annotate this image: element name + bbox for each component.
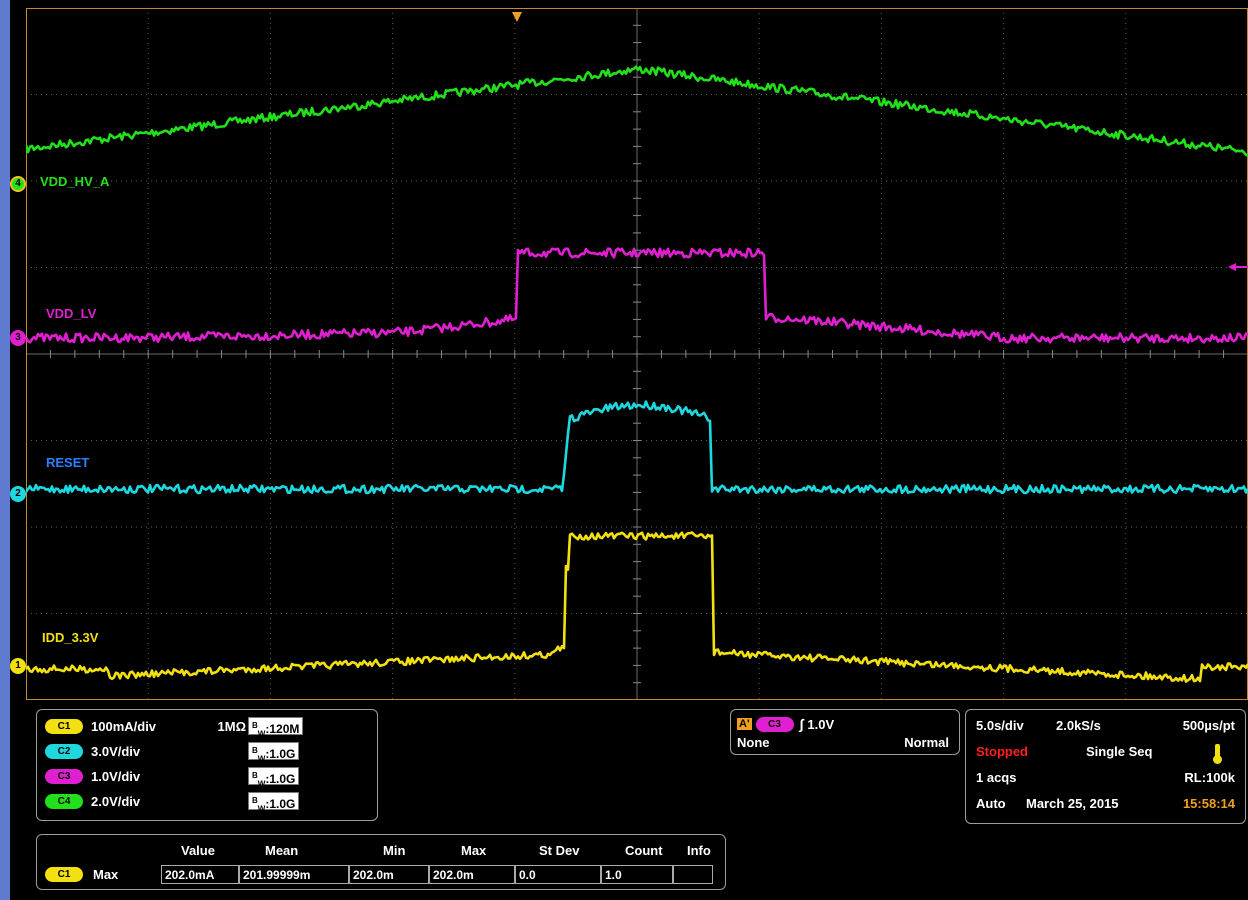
bandwidth-c3: BW:1.0G [248, 767, 300, 788]
scale-c4: 2.0V/div [91, 793, 141, 809]
trace-vdd-hv-a [26, 65, 1248, 157]
trigger-panel[interactable]: A' C3 ∫ 1.0V None Normal [730, 709, 960, 755]
record-length: RL:100k [1184, 770, 1235, 785]
date: March 25, 2015 [1026, 796, 1119, 811]
trigger-source-chip: C3 [755, 716, 794, 732]
measurement-cell-value: 202.0mA [161, 865, 239, 884]
measurement-cell-max: 202.0m [429, 865, 515, 884]
sample-rate: 2.0kS/s [1056, 718, 1101, 733]
channel-2-number: 2 [10, 486, 26, 502]
channel-4-number: 4 [10, 176, 26, 192]
measurement-header-count: Count [625, 843, 663, 858]
vertical-settings-panel[interactable]: C1 100mA/div 1MΩ BW:120M C2 3.0V/div BW:… [36, 709, 378, 821]
chip-c3: C3 [45, 768, 83, 784]
time-resolution: 500µs/pt [1182, 718, 1235, 733]
measurement-cell-info [673, 865, 713, 884]
acquisition-panel[interactable]: 5.0s/div 2.0kS/s 500µs/pt Stopped Single… [965, 709, 1246, 824]
measurements-panel[interactable]: Value Mean Min Max St Dev Count Info C1 Max 20… [36, 834, 726, 890]
label-vdd-hv-a: VDD_HV_A [40, 174, 110, 189]
measurement-header-min: Min [383, 843, 406, 858]
acquisition-mode: Single Seq [1086, 744, 1153, 759]
measurements-header: Value Mean Min Max St Dev Count Info [37, 843, 727, 861]
chip-c1: C1 [45, 718, 83, 734]
label-idd-3v3: IDD_3.3V [42, 630, 99, 645]
vertical-row-c1[interactable]: C1 100mA/div 1MΩ BW:120M [45, 716, 304, 738]
vertical-row-c4[interactable]: C4 2.0V/div BW:1.0G [45, 791, 300, 813]
channel-3-number: 3 [10, 330, 26, 346]
channel-3-marker[interactable]: 3 [10, 330, 26, 346]
bandwidth-c1: BW:120M [248, 717, 304, 738]
trigger-slope-icon: ∫ [799, 716, 804, 732]
channel-1-number: 1 [10, 658, 26, 674]
bandwidth-c2: BW:1.0G [248, 742, 300, 763]
trace-idd-3v3 [26, 531, 1248, 683]
measurement-cell-mean: 201.99999m [239, 865, 349, 884]
measurement-header-value: Value [181, 843, 215, 858]
impedance-c1: 1MΩ [217, 718, 246, 734]
channel-4-marker[interactable]: 4 [10, 176, 26, 192]
trigger-mode: Normal [904, 735, 949, 750]
trace-vdd-lv [26, 247, 1248, 344]
vertical-row-c2[interactable]: C2 3.0V/div BW:1.0G [45, 741, 300, 763]
measurement-header-st-dev: St Dev [539, 843, 580, 858]
chip-c4: C4 [45, 793, 83, 809]
thermometer-bulb-icon [1213, 755, 1222, 764]
measurement-cell-count: 1.0 [601, 865, 673, 884]
trigger-coupling: None [737, 735, 770, 750]
measurement-header-info: Info [687, 843, 711, 858]
measurement-name: Max [93, 867, 119, 882]
trigger-badge: A' [737, 718, 752, 730]
trigger-row: A' C3 ∫ 1.0V [737, 716, 834, 732]
scale-c1: 100mA/div [91, 718, 157, 734]
graticule-grid [26, 8, 1248, 700]
trigger-level: 1.0V [807, 716, 835, 732]
chip-meas-c1: C1 [45, 867, 83, 882]
measurement-row-c1[interactable]: C1 Max [45, 867, 159, 882]
scale-c3: 1.0V/div [91, 768, 141, 784]
measurement-header-mean: Mean [265, 843, 299, 858]
time-per-div: 5.0s/div [976, 718, 1024, 733]
measurement-cell-min: 202.0m [349, 865, 429, 884]
scale-c2: 3.0V/div [91, 743, 141, 759]
clock: 15:58:14 [1182, 796, 1235, 811]
bandwidth-c4: BW:1.0G [248, 792, 300, 813]
acquisition-count: 1 acqs [976, 770, 1017, 785]
measurement-header-max: Max [461, 843, 487, 858]
channel-2-marker[interactable]: 2 [10, 486, 26, 502]
label-vdd-lv: VDD_LV [46, 306, 97, 321]
trigger-position-marker[interactable] [512, 12, 522, 22]
trace-reset [26, 400, 1248, 495]
waveform-graticule [26, 8, 1248, 700]
channel-1-marker[interactable]: 1 [10, 658, 26, 674]
acquisition-state: Stopped [976, 744, 1028, 759]
thermometer-icon [1215, 744, 1220, 758]
waveform-traces [26, 65, 1248, 683]
vertical-row-c3[interactable]: C3 1.0V/div BW:1.0G [45, 766, 300, 788]
measurement-cell-st-dev: 0.0 [515, 865, 601, 884]
auto-mode: Auto [976, 796, 1006, 811]
label-reset: RESET [46, 455, 90, 470]
chip-c2: C2 [45, 743, 83, 759]
trigger-level-arrow[interactable] [1228, 263, 1236, 271]
left-edge-bar [0, 0, 10, 900]
